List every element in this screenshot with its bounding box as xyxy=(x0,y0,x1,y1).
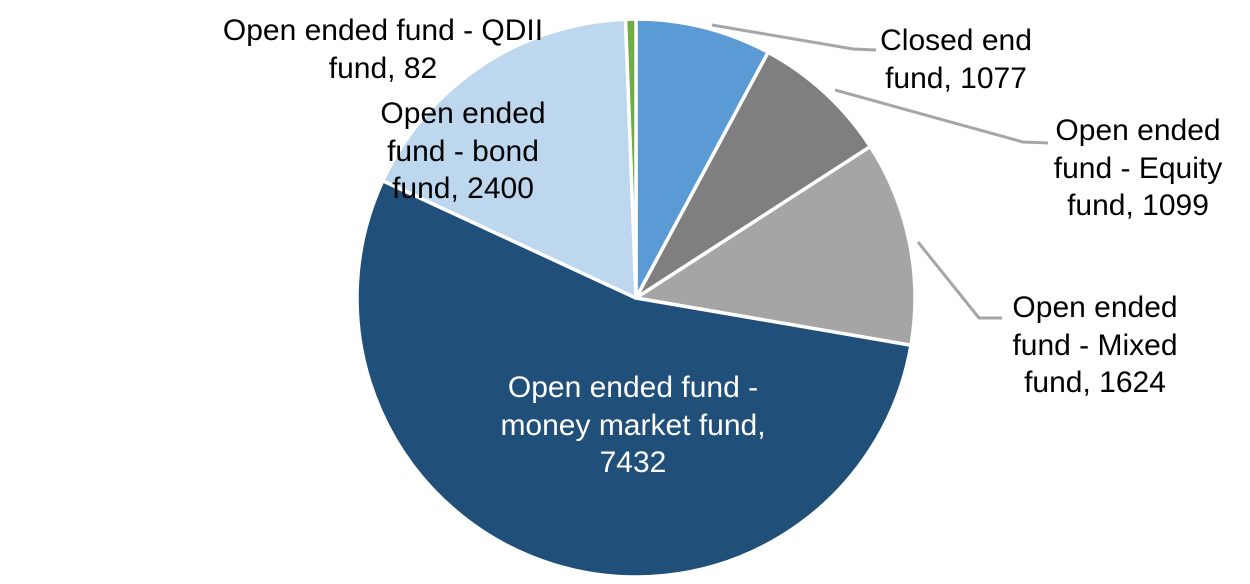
slice-label-qdii-fund: Open ended fund - QDII fund, 82 xyxy=(222,14,544,85)
slice-label-mixed-fund: Open ended fund - Mixed fund, 1624 xyxy=(1012,291,1178,399)
slice-label-equity-fund: Open ended fund - Equity fund, 1099 xyxy=(1053,114,1223,222)
pie-slice-open-ended-fund-equity-fund xyxy=(634,50,873,300)
slice-label-money-market-fund: Open ended fund - money market fund, 743… xyxy=(500,371,766,479)
pie-slice-open-ended-fund-money-market-fund xyxy=(355,179,913,579)
pie-slice-closed-end-fund xyxy=(634,17,770,300)
leader-line-closed-end-fund xyxy=(711,23,877,52)
pie-slice-open-ended-fund-mixed-fund xyxy=(634,144,917,348)
leader-line-open-ended-fund-equity-fund xyxy=(834,88,1049,145)
leader-line-open-ended-fund-mixed-fund xyxy=(916,241,1002,320)
slice-label-bond-fund: Open ended fund - bond fund, 2400 xyxy=(380,97,546,205)
pie-slice-open-ended-fund-qdii-fund xyxy=(623,17,638,300)
pie-slice-open-ended-fund-bond-fund xyxy=(381,17,638,300)
slice-label-closed-end-fund: Closed end fund, 1077 xyxy=(880,24,1032,95)
